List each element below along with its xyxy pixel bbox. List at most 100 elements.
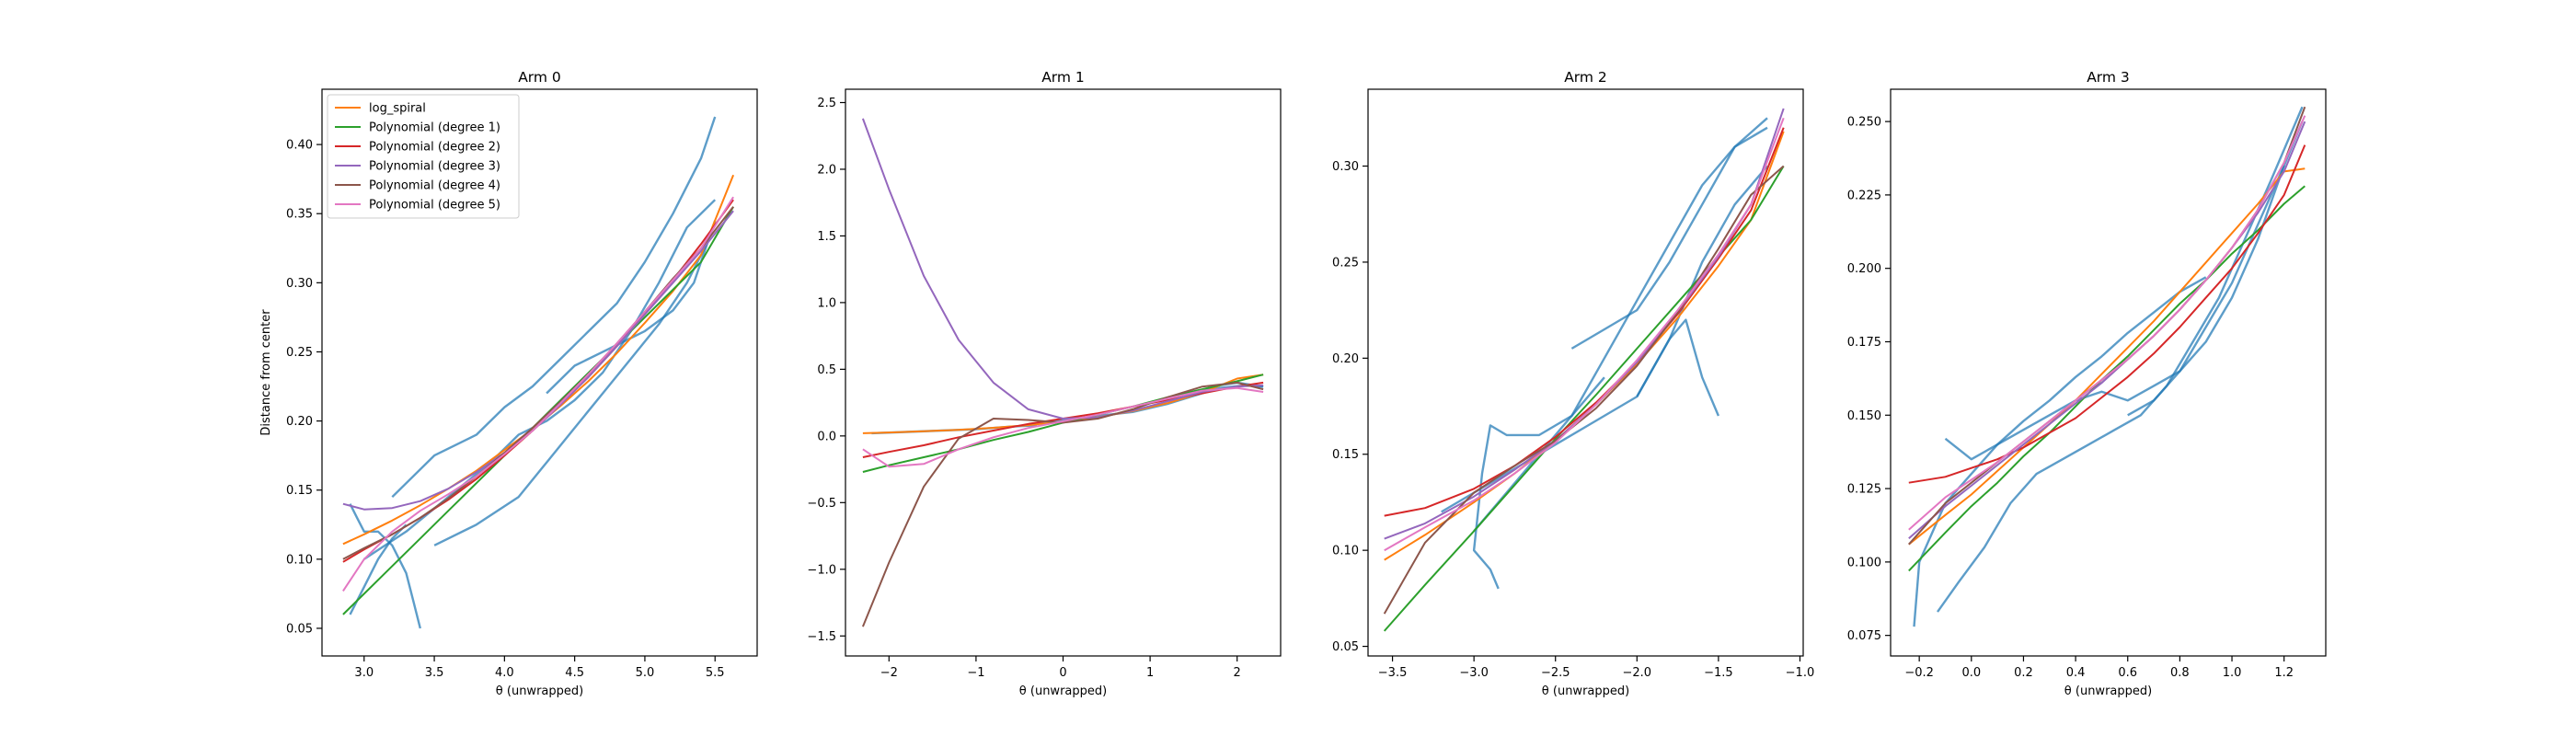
fit-line-degree-4 (861, 381, 1264, 627)
subplot-arm-1: −2 −1 0 1 2 −1.5 −1.0 −0.5 0.0 0.5 1.0 1.5 2.0 2.5 Arm… (807, 69, 1282, 698)
y-tick-label: 2.0 (817, 163, 836, 177)
y-tick-label: 0.15 (286, 484, 313, 498)
x-tick-label: 0.8 (2170, 666, 2190, 680)
plot-area (1383, 108, 1785, 632)
y-tick-label: −0.5 (807, 497, 836, 511)
y-tick-label: 0.150 (1847, 409, 1881, 423)
y-tick-label: 0.40 (286, 139, 313, 153)
x-tick-label: 0 (1059, 666, 1066, 680)
x-tick-label: 0.2 (2014, 666, 2033, 680)
data-trace (1472, 376, 1605, 590)
axes-frame (1890, 88, 2327, 657)
y-tick-label: 0.25 (286, 346, 313, 360)
y-tick-label: 0.20 (286, 415, 313, 429)
x-tick-label: 0.4 (2066, 666, 2086, 680)
x-axis-label: θ (unwrapped) (1019, 684, 1107, 698)
x-axis-label: θ (unwrapped) (1542, 684, 1629, 698)
y-tick-label: 0.05 (286, 622, 313, 636)
y-tick-label: 2.5 (817, 97, 836, 110)
y-tick-label: 0.075 (1847, 629, 1881, 643)
y-tick-label: 0.0 (817, 430, 836, 443)
y-tick-label: 1.0 (817, 296, 836, 310)
x-tick-label: −1.0 (1786, 666, 1815, 680)
legend-label: log_spiral (369, 102, 426, 116)
x-tick-label: −3.5 (1378, 666, 1408, 680)
x-tick-label: 1.2 (2274, 666, 2294, 680)
x-axis-label: θ (unwrapped) (496, 684, 583, 698)
subplot-title: Arm 1 (1041, 69, 1085, 86)
fit-line-log-spiral (342, 174, 735, 546)
x-tick-label: −2 (880, 666, 898, 680)
y-tick-label: 0.125 (1847, 483, 1881, 497)
x-tick-label: 1.0 (2223, 666, 2242, 680)
subplots: 3.0 3.5 4.0 4.5 5.0 5.50.050.100.150.200.250.… (259, 69, 2327, 698)
subplot-arm-0: 3.0 3.5 4.0 4.5 5.0 5.5 0.05 0.10 0.15 0.20 0.25 0.… (259, 69, 758, 698)
fit-line-degree-5 (342, 196, 734, 592)
fit-line-degree-2 (1384, 127, 1785, 517)
legend-label: Polynomial (degree 3) (369, 160, 500, 174)
data-trace (1913, 276, 2207, 627)
x-tick-label: 1 (1146, 666, 1154, 680)
data-trace (546, 220, 717, 395)
x-tick-label: 0.6 (2118, 666, 2137, 680)
data-trace (1570, 117, 1768, 350)
x-tick-label: 2 (1234, 666, 1241, 680)
x-tick-label: 3.0 (354, 666, 374, 680)
y-tick-label: 0.30 (1332, 160, 1359, 174)
fit-line-degree-5 (1908, 115, 2306, 531)
y-tick-label: 0.10 (286, 553, 313, 567)
y-tick-label: 0.250 (1847, 116, 1881, 130)
plot-area (861, 118, 1264, 627)
x-tick-label: 0.0 (1961, 666, 1981, 680)
fit-line-degree-5 (862, 386, 1264, 468)
data-trace (433, 240, 709, 546)
x-tick-label: 3.5 (425, 666, 444, 680)
axes-frame (1367, 88, 1804, 657)
x-tick-label: 4.0 (495, 666, 514, 680)
fit-line-degree-5 (1384, 117, 1785, 552)
plot-area (342, 116, 735, 629)
y-tick-label: 0.225 (1847, 189, 1881, 202)
data-trace (1944, 165, 2285, 461)
y-tick-label: 0.100 (1847, 556, 1881, 569)
y-tick-label: 0.10 (1332, 545, 1359, 558)
y-tick-label: 1.5 (817, 230, 836, 244)
legend: log_spiral Polynomial (degree 1) Polynomia… (327, 94, 520, 219)
fit-line-degree-2 (1908, 144, 2306, 484)
x-tick-label: −2.5 (1541, 666, 1570, 680)
fit-line-degree-1 (1383, 165, 1785, 632)
y-tick-label: 0.15 (1332, 448, 1359, 462)
fit-line-log-spiral (1908, 167, 2306, 546)
axes-frame (321, 88, 758, 657)
legend-box (327, 94, 520, 219)
y-tick-label: 0.200 (1847, 262, 1881, 276)
x-axis-label: θ (unwrapped) (2064, 684, 2152, 698)
legend-label: Polynomial (degree 5) (369, 199, 500, 213)
x-tick-label: −2.0 (1623, 666, 1652, 680)
x-tick-label: 5.0 (636, 666, 655, 680)
legend-label: Polynomial (degree 2) (369, 141, 500, 155)
subplot-title: Arm 3 (2087, 69, 2130, 86)
subplot-title: Arm 0 (518, 69, 561, 86)
plot-area (1908, 106, 2306, 627)
x-tick-label: 5.5 (706, 666, 725, 680)
data-trace (2127, 121, 2304, 417)
data-trace (1473, 126, 1768, 533)
fit-line-degree-3 (861, 118, 1264, 420)
y-tick-label: 0.20 (1332, 352, 1359, 366)
data-trace (349, 523, 408, 615)
y-tick-label: 0.25 (1332, 256, 1359, 270)
data-trace (1937, 106, 2304, 613)
x-tick-label: −0.2 (1904, 666, 1934, 680)
x-tick-label: 4.5 (565, 666, 584, 680)
x-tick-label: −1.5 (1704, 666, 1733, 680)
subplot-arm-3: −0.2 0.0 0.2 0.4 0.6 0.8 1.0 1.2 0.075 0.100 0.125… (1847, 69, 2327, 698)
y-axis-label: Distance from center (259, 309, 273, 436)
fit-line-degree-1 (1908, 185, 2306, 572)
y-tick-label: −1.0 (807, 563, 836, 577)
x-tick-label: −3.0 (1459, 666, 1489, 680)
data-trace (391, 116, 717, 499)
y-tick-label: 0.05 (1332, 640, 1359, 654)
data-trace (1636, 318, 1720, 417)
